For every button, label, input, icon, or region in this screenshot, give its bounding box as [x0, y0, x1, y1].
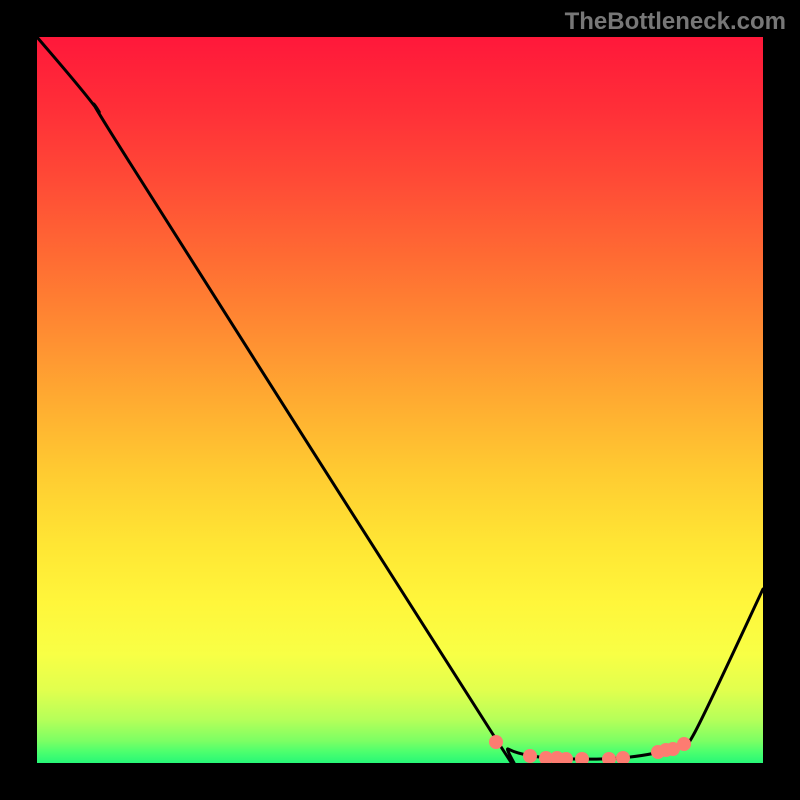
- watermark-text: TheBottleneck.com: [565, 8, 786, 36]
- chart-container: TheBottleneck.com: [0, 0, 800, 800]
- data-dot: [489, 735, 503, 749]
- data-dot: [523, 749, 537, 763]
- plot-area-gradient: [37, 37, 763, 763]
- data-dot: [616, 751, 630, 765]
- chart-svg: [0, 0, 800, 800]
- data-dot: [677, 737, 691, 751]
